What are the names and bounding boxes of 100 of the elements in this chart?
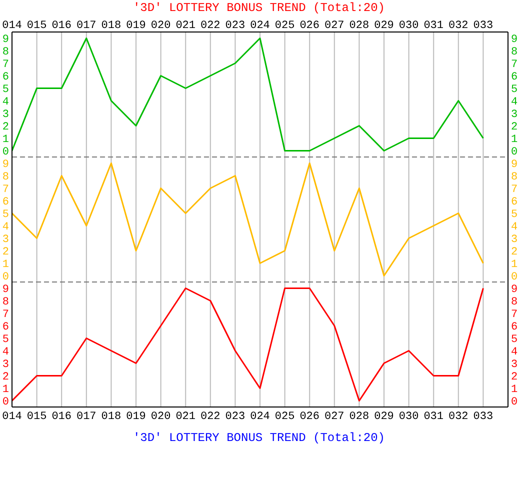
x-tick-label: 028 <box>349 410 370 423</box>
y2-tick-label: 9 <box>511 159 518 172</box>
y2-tick-label: 7 <box>511 309 518 322</box>
y-tick-label: 7 <box>2 309 9 322</box>
y-tick-label: 2 <box>2 372 9 384</box>
y-tick-label: 9 <box>2 284 9 296</box>
x-tick-label: 026 <box>300 410 320 423</box>
y-tick-label: 8 <box>2 296 9 309</box>
y-tick-label: 6 <box>2 196 9 209</box>
x-tick-label: 029 <box>374 410 394 423</box>
x-tick-label: 027 <box>324 410 344 423</box>
x-tick-label: 019 <box>126 20 146 32</box>
y-tick-label: 9 <box>2 159 9 172</box>
y-tick-label: 0 <box>2 272 9 284</box>
x-tick-label: 018 <box>101 20 122 32</box>
y2-tick-label: 2 <box>511 246 518 259</box>
y2-tick-label: 4 <box>511 222 518 234</box>
y2-tick-label: 2 <box>511 122 518 134</box>
y-tick-label: 5 <box>2 84 9 96</box>
y-tick-label: 4 <box>2 96 10 109</box>
y2-tick-label: 1 <box>511 134 518 146</box>
y-tick-label: 5 <box>2 334 9 346</box>
x-tick-label: 022 <box>200 20 220 32</box>
x-tick-label: 028 <box>349 20 370 32</box>
y-tick-label: 4 <box>2 222 10 234</box>
y2-tick-label: 1 <box>511 384 518 396</box>
x-tick-label: 026 <box>300 20 320 32</box>
y-tick-label: 0 <box>2 146 9 159</box>
y-tick-label: 1 <box>2 259 10 272</box>
x-tick-label: 023 <box>225 410 246 423</box>
y2-tick-label: 3 <box>511 234 518 246</box>
text: '3D' LOTTERY BONUS TREND (Total:20) <box>132 431 386 445</box>
x-tick-label: 020 <box>150 410 171 423</box>
x-tick-label: 021 <box>176 410 196 423</box>
x-tick-label: 017 <box>76 410 96 423</box>
y-tick-label: 7 <box>2 59 9 72</box>
y-tick-label: 9 <box>2 34 9 46</box>
x-tick-label: 016 <box>52 410 72 423</box>
x-tick-label: 014 <box>2 410 22 423</box>
x-tick-label: 031 <box>424 20 444 32</box>
y2-tick-label: 0 <box>511 272 518 284</box>
y-tick-label: 2 <box>2 246 9 259</box>
y-tick-label: 6 <box>2 322 9 334</box>
y2-tick-label: 4 <box>511 346 518 359</box>
y-tick-label: 0 <box>2 396 9 409</box>
y2-tick-label: 6 <box>511 196 518 209</box>
y-tick-label: 8 <box>2 172 9 184</box>
x-tick-label: 024 <box>250 20 270 32</box>
x-tick-label: 014 <box>2 20 22 32</box>
y2-tick-label: 9 <box>511 34 518 46</box>
x-tick-label: 017 <box>76 20 96 32</box>
y2-tick-label: 5 <box>511 84 518 96</box>
x-tick-label: 015 <box>26 20 47 32</box>
x-tick-label: 029 <box>374 20 394 32</box>
line-series <box>12 162 484 276</box>
y2-tick-label: 0 <box>511 146 518 159</box>
y2-tick-label: 5 <box>511 209 518 222</box>
y2-tick-label: 8 <box>511 296 518 309</box>
x-tick-label: 027 <box>324 20 344 32</box>
x-tick-label: 019 <box>126 410 146 423</box>
x-tick-label: 025 <box>274 410 295 423</box>
x-tick-label: 032 <box>448 20 468 32</box>
y2-tick-label: 6 <box>511 322 518 334</box>
y-tick-label: 3 <box>2 234 9 246</box>
x-tick-label: 030 <box>398 410 419 423</box>
y2-tick-label: 7 <box>511 184 518 196</box>
y-tick-label: 5 <box>2 209 9 222</box>
y-tick-label: 8 <box>2 46 9 59</box>
x-tick-label: 018 <box>101 410 122 423</box>
y2-tick-label: 8 <box>511 46 518 59</box>
y2-tick-label: 5 <box>511 334 518 346</box>
y2-tick-label: 7 <box>511 59 518 72</box>
y2-tick-label: 3 <box>511 359 518 372</box>
x-tick-label: 023 <box>225 20 246 32</box>
y2-tick-label: 3 <box>511 109 518 122</box>
x-tick-label: 025 <box>274 20 295 32</box>
y2-tick-label: 2 <box>511 372 518 384</box>
line-series <box>12 288 484 402</box>
x-tick-label: 030 <box>398 20 419 32</box>
x-tick-label: 016 <box>52 20 72 32</box>
y2-tick-label: 1 <box>511 259 518 272</box>
y-tick-label: 7 <box>2 184 9 196</box>
y2-tick-label: 0 <box>511 396 518 409</box>
x-tick-label: 021 <box>176 20 196 32</box>
y2-tick-label: 4 <box>511 96 518 109</box>
y-tick-label: 1 <box>2 384 10 396</box>
x-tick-label: 031 <box>424 410 444 423</box>
y-tick-label: 3 <box>2 109 9 122</box>
x-tick-label: 020 <box>150 20 171 32</box>
y-tick-label: 3 <box>2 359 9 372</box>
y-tick-label: 6 <box>2 72 9 84</box>
y2-tick-label: 9 <box>511 284 518 296</box>
line-series <box>12 38 484 152</box>
y-tick-label: 1 <box>2 134 10 146</box>
y2-tick-label: 6 <box>511 72 518 84</box>
y2-tick-label: 8 <box>511 172 518 184</box>
y-tick-label: 2 <box>2 122 9 134</box>
x-tick-label: 022 <box>200 410 220 423</box>
x-tick-label: 015 <box>26 410 47 423</box>
y-tick-label: 4 <box>2 346 10 359</box>
